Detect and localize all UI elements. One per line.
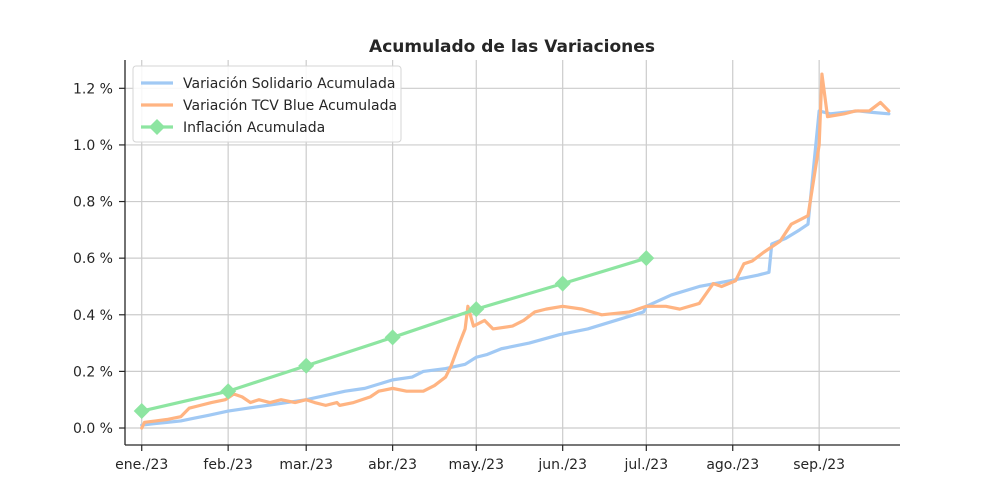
- x-tick-label: sep./23: [793, 457, 845, 473]
- y-tick-label: 0.2 %: [73, 364, 113, 380]
- y-tick-label: 0.8 %: [73, 195, 113, 211]
- legend-label: Variación TCV Blue Acumulada: [183, 98, 397, 114]
- series-variacion-tcv-blue-acumulada: [140, 72, 891, 430]
- legend-box: [132, 65, 402, 143]
- x-tick-label: abr./23: [368, 457, 417, 473]
- chart-title: Acumulado de las Variaciones: [369, 37, 655, 57]
- series-layer: [133, 72, 891, 430]
- x-tick-label: may./23: [449, 457, 505, 473]
- data-point-marker: [298, 357, 315, 374]
- legend-item-variacion-solidario-acumulada: Variación Solidario Acumulada: [141, 76, 395, 92]
- y-tick-label: 0.0 %: [73, 421, 113, 437]
- legend: Variación Solidario Acumulada Variación T…: [132, 65, 402, 143]
- x-tick-label: feb./23: [203, 457, 252, 473]
- x-tick-label: ago./23: [706, 457, 759, 473]
- legend-item-variacion-tcv-blue-acumulada: Variación TCV Blue Acumulada: [141, 98, 397, 114]
- x-tick-label: jul./23: [623, 457, 668, 473]
- y-tick-label: 1.0 %: [73, 138, 113, 154]
- legend-marker: [149, 119, 165, 135]
- series-line: [140, 109, 891, 427]
- series-variacion-solidario-acumulada: [140, 109, 891, 427]
- data-point-marker: [133, 403, 150, 420]
- legend-label: Variación Solidario Acumulada: [183, 76, 395, 92]
- data-point-marker: [554, 275, 571, 292]
- data-point-marker: [638, 250, 655, 267]
- legend-item-inflacion-acumulada: Inflación Acumulada: [141, 119, 325, 136]
- x-tick-label: mar./23: [279, 457, 333, 473]
- data-point-marker: [468, 301, 485, 318]
- axes: ene./23 feb./23 mar./23 abr./23 may./23 jun./…: [73, 60, 900, 473]
- legend-label: Inflación Acumulada: [183, 120, 325, 136]
- x-tick-label: jun./23: [537, 457, 587, 473]
- series-inflacion-acumulada: [133, 250, 655, 420]
- y-tick-label: 0.6 %: [73, 251, 113, 267]
- y-tick-label: 1.2 %: [73, 81, 113, 97]
- series-line: [140, 72, 891, 430]
- x-tick-label: ene./23: [115, 457, 168, 473]
- y-tick-label: 0.4 %: [73, 308, 113, 324]
- data-point-marker: [220, 383, 237, 400]
- data-point-marker: [384, 329, 401, 346]
